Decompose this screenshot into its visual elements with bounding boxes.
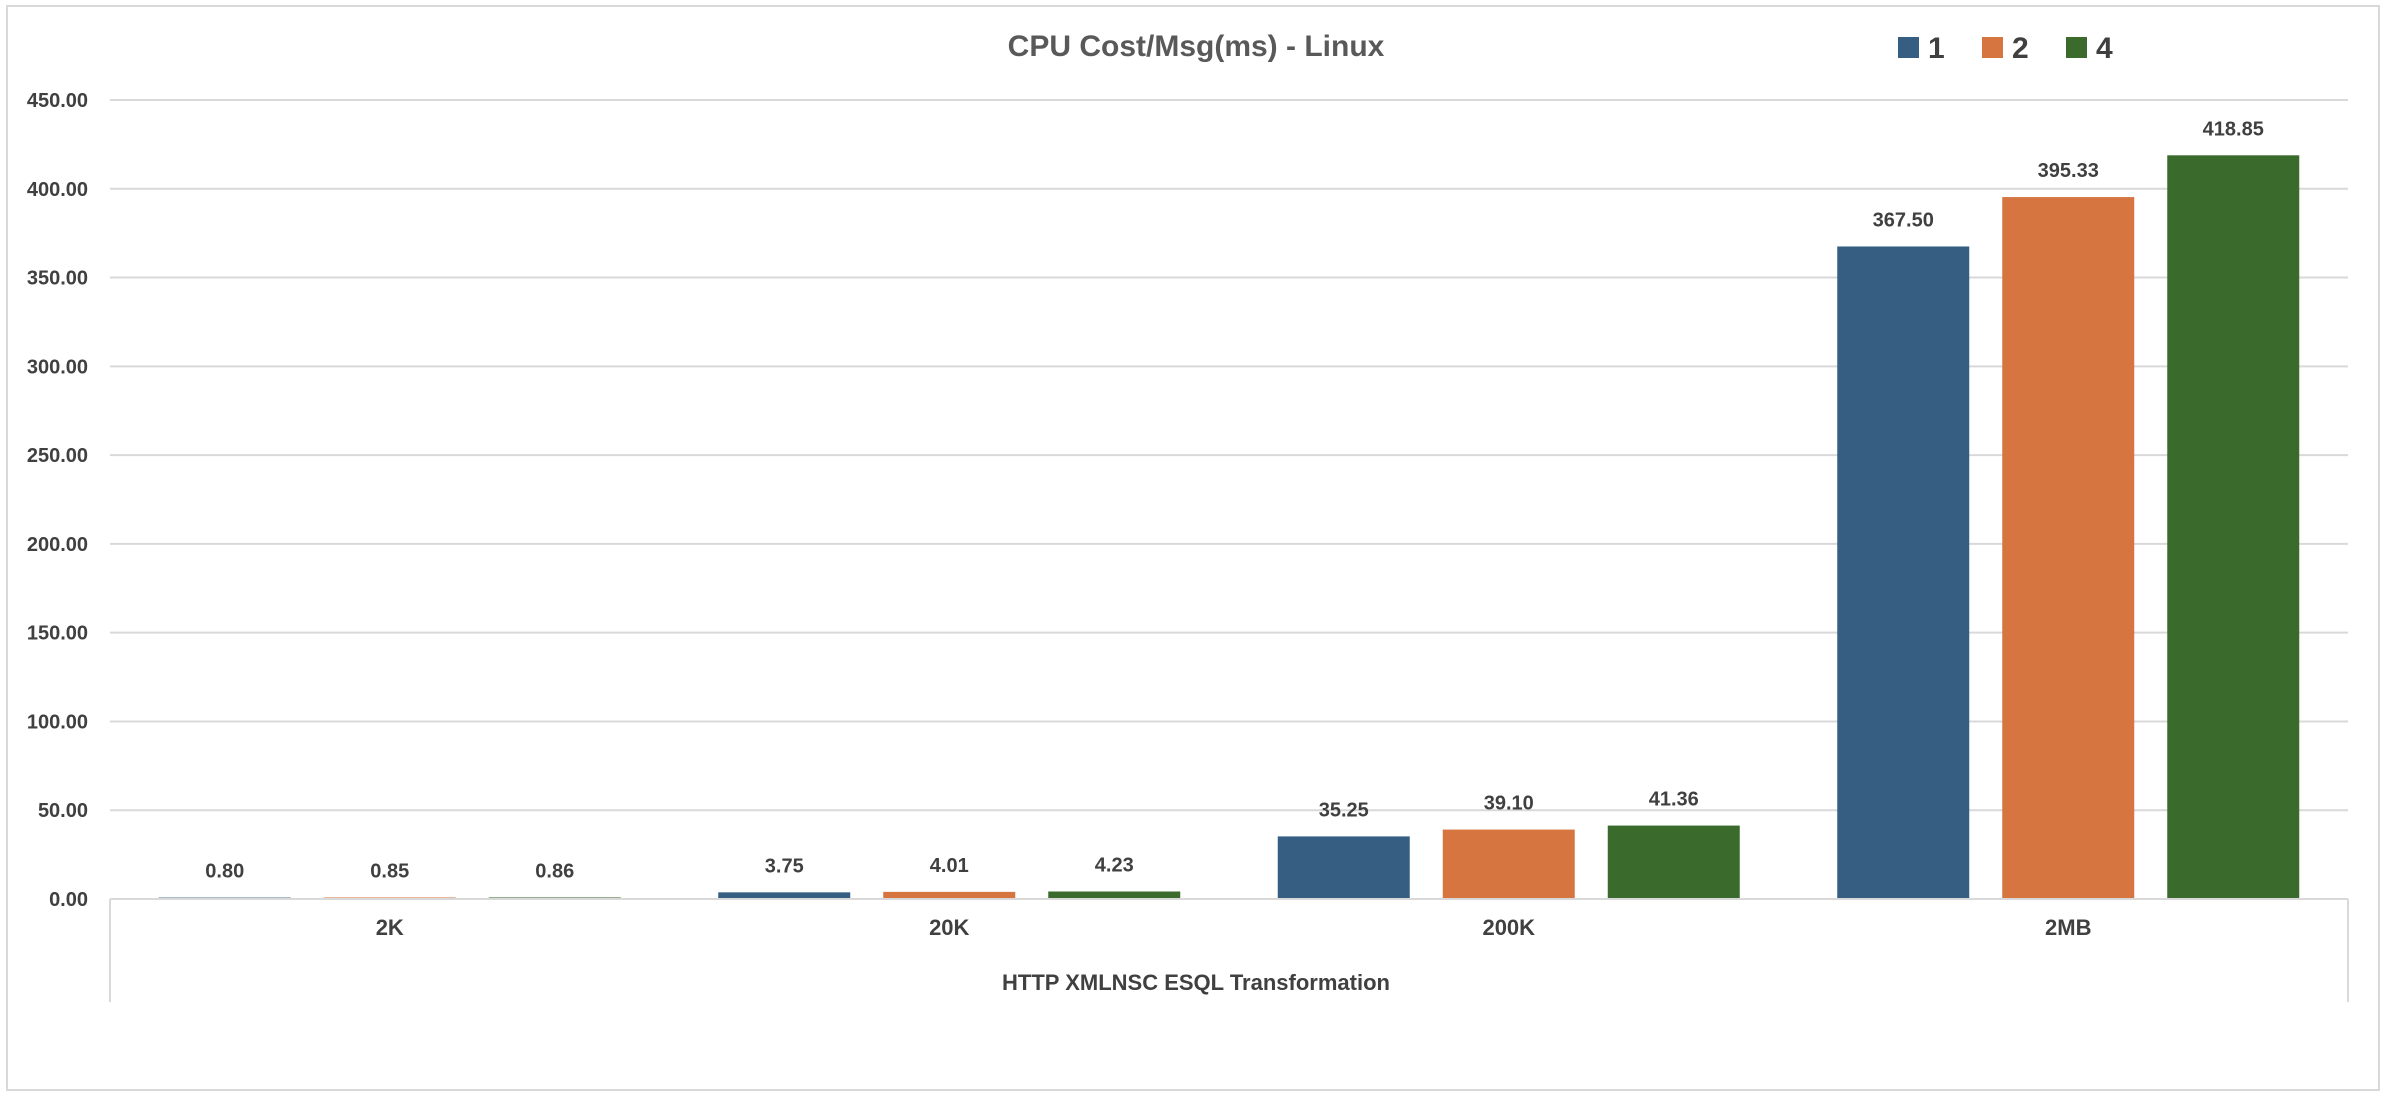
y-tick-label: 200.00 xyxy=(27,534,88,556)
data-label: 41.36 xyxy=(1649,789,1699,811)
data-label: 4.23 xyxy=(1095,854,1134,876)
bar-series-1 xyxy=(718,892,851,899)
bars xyxy=(158,155,2300,900)
data-label: 367.50 xyxy=(1873,209,1934,231)
x-tick-label: 2K xyxy=(376,915,404,940)
gridlines xyxy=(110,99,2348,812)
y-tick-label: 250.00 xyxy=(27,445,88,467)
y-axis: 0.00 50.00 100.00 150.00 200.00 250.00 300.00 3… xyxy=(27,90,88,911)
x-tick-label: 20K xyxy=(929,915,969,940)
y-tick-label: 100.00 xyxy=(27,711,88,733)
x-axis-group-label: HTTP XMLNSC ESQL Transformation xyxy=(1002,970,1390,995)
y-tick-label: 450.00 xyxy=(27,90,88,112)
data-label: 3.75 xyxy=(765,855,804,877)
x-tick-label: 2MB xyxy=(2045,915,2091,940)
y-tick-label: 400.00 xyxy=(27,179,88,201)
x-tick-label: 200K xyxy=(1482,915,1535,940)
legend-swatch xyxy=(1982,37,2003,58)
data-label: 395.33 xyxy=(2038,160,2099,182)
data-labels: 0.80 3.75 35.25 367.50 0.85 4.01 39.10 395.33 0.… xyxy=(205,118,2264,882)
y-tick-label: 50.00 xyxy=(38,800,88,822)
y-tick-label: 0.00 xyxy=(49,889,88,911)
data-label: 0.86 xyxy=(535,860,574,882)
legend-swatch xyxy=(2066,37,2087,58)
bar-series-4 xyxy=(1607,825,1740,899)
legend-swatch xyxy=(1898,37,1919,58)
chart-title: CPU Cost/Msg(ms) - Linux xyxy=(1008,30,1385,63)
legend-label: 2 xyxy=(2012,32,2029,65)
chart-frame xyxy=(6,5,2380,1091)
data-label: 4.01 xyxy=(930,855,969,877)
data-label: 418.85 xyxy=(2203,118,2264,140)
data-label: 39.10 xyxy=(1484,793,1534,815)
bar-series-2 xyxy=(2002,197,2135,899)
bar-series-4 xyxy=(2167,155,2300,900)
data-label: 35.25 xyxy=(1319,799,1369,821)
bar-series-2 xyxy=(1442,829,1575,899)
bar-series-1 xyxy=(1837,246,1970,899)
data-label: 0.85 xyxy=(370,860,409,882)
legend-label: 1 xyxy=(1928,32,1945,65)
y-tick-label: 150.00 xyxy=(27,623,88,645)
y-tick-label: 300.00 xyxy=(27,356,88,378)
bar-series-4 xyxy=(1048,891,1181,899)
legend: 1 2 4 xyxy=(1898,32,2113,65)
legend-label: 4 xyxy=(2096,32,2113,65)
bar-series-2 xyxy=(883,891,1016,899)
x-axis: HTTP XMLNSC ESQL Transformation 2K 20K 200… xyxy=(109,898,2349,1002)
bar-series-1 xyxy=(1277,836,1410,899)
y-tick-label: 350.00 xyxy=(27,268,88,290)
data-label: 0.80 xyxy=(205,861,244,883)
